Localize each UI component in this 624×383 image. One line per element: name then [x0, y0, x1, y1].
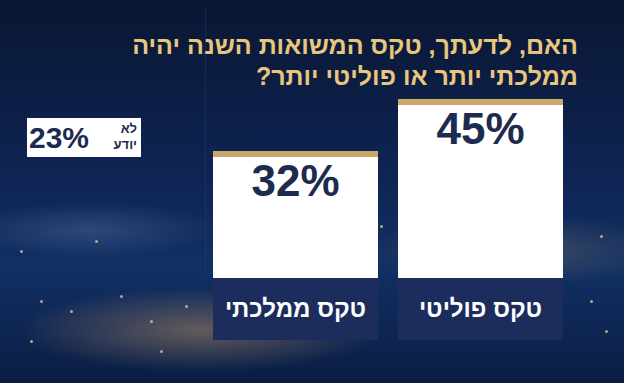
y-axis-line: [205, 8, 206, 278]
city-light: [20, 250, 23, 253]
category-box: טקס פוליטי: [398, 278, 563, 340]
category-label: טקס ממלכתי: [213, 278, 378, 340]
city-light: [590, 300, 593, 303]
city-light: [40, 300, 43, 303]
annotation-text: לא יודע: [101, 121, 137, 153]
data-label: 32%: [213, 155, 378, 207]
city-light: [70, 310, 73, 313]
category-label: טקס פוליטי: [398, 278, 563, 340]
annotation-value: 23%: [29, 118, 103, 157]
data-label: 45%: [398, 103, 563, 155]
city-light: [95, 240, 98, 243]
city-light: [380, 225, 383, 228]
chart: האם, לדעתך, טקס המשואות השנה יהיה ממלכתי…: [0, 0, 624, 383]
title: האם, לדעתך, טקס המשואות השנה יהיה ממלכתי…: [93, 30, 578, 92]
annotation-box: 23%לא יודע: [27, 118, 141, 157]
city-light: [120, 295, 123, 298]
city-light: [605, 330, 608, 333]
city-light: [185, 305, 188, 308]
city-light: [30, 340, 33, 343]
page: {"chart_data": {"type": "bar", "title": …: [0, 0, 624, 383]
category-box: טקס ממלכתי: [213, 278, 378, 340]
city-light: [150, 320, 153, 323]
city-light: [600, 235, 603, 238]
city-light: [160, 350, 163, 353]
